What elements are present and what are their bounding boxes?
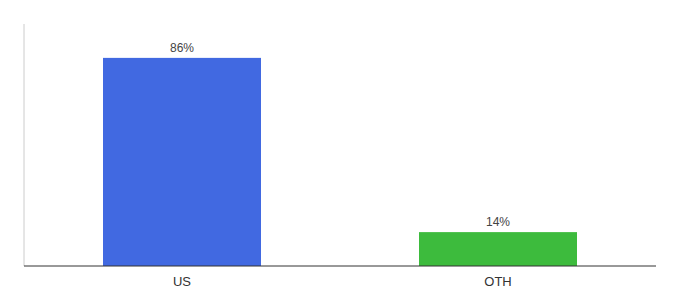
x-tick-label: OTH	[484, 274, 511, 289]
bar	[419, 232, 577, 266]
data-labels: 86% 14%	[170, 41, 510, 229]
x-axis-line	[24, 266, 656, 267]
x-tick-label: US	[173, 274, 191, 289]
y-axis-line	[24, 24, 25, 266]
bar	[103, 58, 261, 266]
x-ticks: US OTH	[173, 274, 512, 289]
data-label: 14%	[486, 215, 510, 229]
bars	[103, 58, 577, 266]
data-label: 86%	[170, 41, 194, 55]
chart: US OTH 86% 14%	[0, 0, 680, 300]
